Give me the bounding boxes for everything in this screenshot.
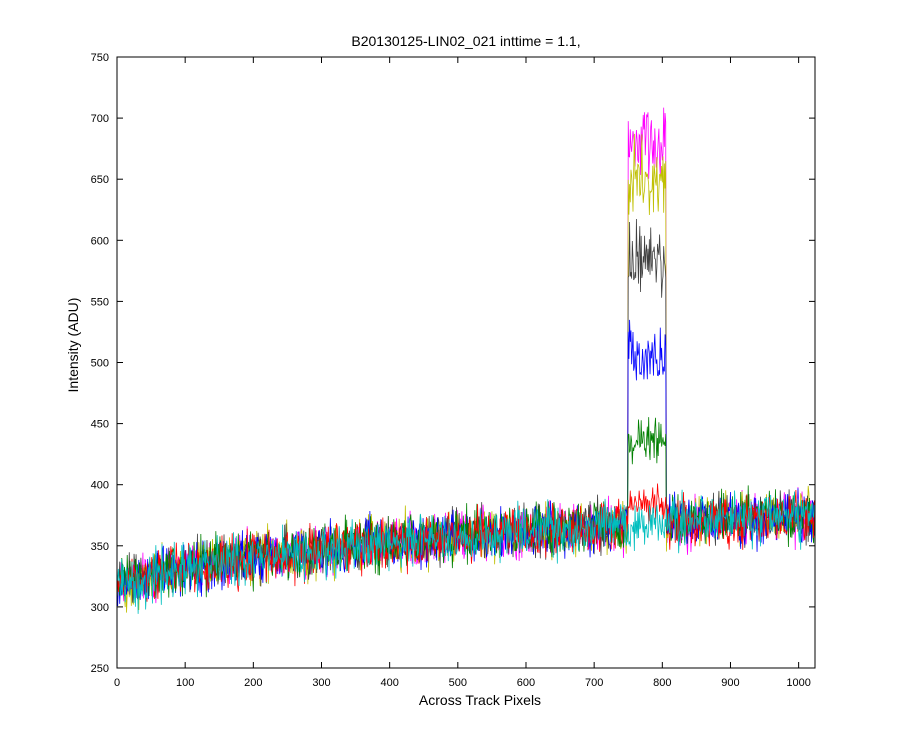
x-tick-label: 200	[244, 677, 262, 689]
x-tick-label: 700	[585, 677, 603, 689]
y-tick-label: 350	[91, 541, 109, 553]
x-tick-label: 1000	[786, 677, 810, 689]
y-tick-label: 400	[91, 480, 109, 492]
y-tick-label: 550	[91, 296, 109, 308]
x-tick-label: 500	[449, 677, 467, 689]
y-tick-label: 450	[91, 419, 109, 431]
x-tick-label: 900	[721, 677, 739, 689]
x-axis-label: Across Track Pixels	[419, 692, 541, 708]
y-tick-label: 250	[91, 663, 109, 675]
y-tick-label: 600	[91, 235, 109, 247]
y-axis: 250 300 350 400 450 500 550 600 650 700 750	[91, 52, 815, 675]
y-tick-label: 500	[91, 358, 109, 370]
series-layer	[116, 107, 816, 614]
x-tick-label: 600	[517, 677, 535, 689]
x-tick-label: 300	[312, 677, 330, 689]
y-tick-label: 750	[91, 52, 109, 64]
x-tick-label: 0	[114, 677, 120, 689]
series-line	[116, 489, 816, 614]
y-tick-label: 700	[91, 113, 109, 125]
y-tick-label: 650	[91, 174, 109, 186]
x-tick-label: 400	[380, 677, 398, 689]
y-axis-label: Intensity (ADU)	[65, 298, 81, 393]
x-axis: 0 100 200 300 400 500 600 700 800 900 1000	[114, 57, 811, 689]
x-tick-label: 100	[176, 677, 194, 689]
chart-title: B20130125-LIN02_021 inttime = 1.1,	[351, 33, 580, 49]
x-tick-label: 800	[653, 677, 671, 689]
y-tick-label: 300	[91, 602, 109, 614]
